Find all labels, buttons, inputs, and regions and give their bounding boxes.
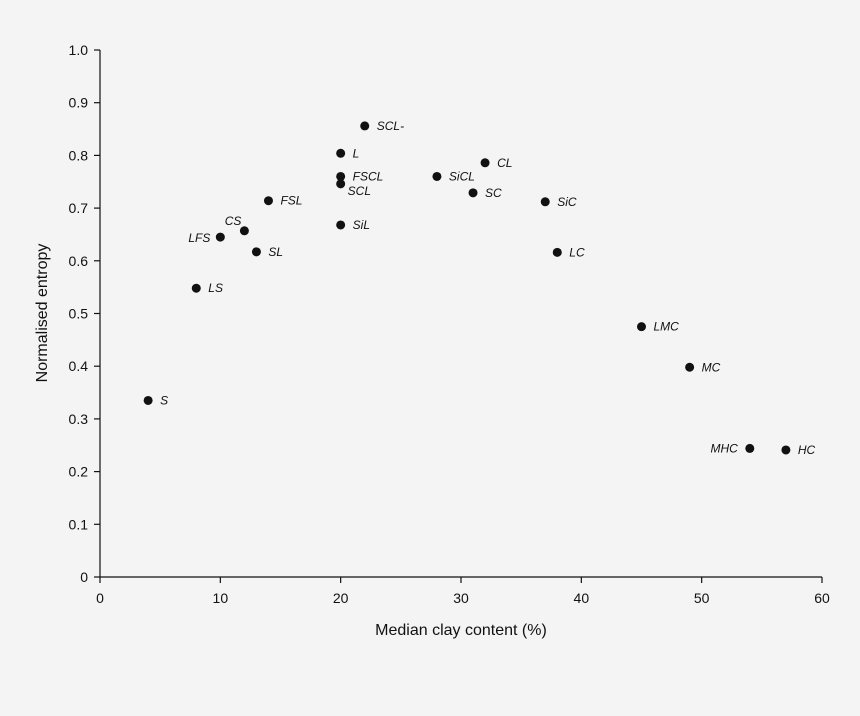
y-tick-label: 0.6 xyxy=(69,253,89,269)
data-point xyxy=(336,179,346,189)
x-tick-label: 10 xyxy=(213,590,229,606)
data-point xyxy=(745,443,755,453)
data-point xyxy=(336,148,346,158)
data-point xyxy=(336,220,346,230)
point-label: MHC xyxy=(710,441,738,455)
y-tick-label: 0.1 xyxy=(69,516,89,532)
data-point xyxy=(251,247,261,257)
data-point xyxy=(432,171,442,181)
data-point xyxy=(143,395,153,405)
data-point xyxy=(191,283,201,293)
x-tick-label: 30 xyxy=(453,590,469,606)
y-tick-label: 1.0 xyxy=(69,42,89,58)
y-tick-label: 0.3 xyxy=(69,411,89,427)
y-tick-label: 0.5 xyxy=(69,306,89,322)
point-label: SiC xyxy=(557,195,577,209)
y-tick-label: 0 xyxy=(80,569,88,585)
x-tick-label: 60 xyxy=(814,590,830,606)
point-label: SiCL xyxy=(449,169,475,183)
point-label: S xyxy=(160,393,168,407)
data-point xyxy=(552,247,562,257)
x-axis: 0 10 20 30 40 50 60 xyxy=(96,576,830,606)
data-point xyxy=(239,226,249,236)
data-point xyxy=(360,121,370,131)
x-tick-label: 50 xyxy=(694,590,710,606)
point-label: SL xyxy=(268,245,283,259)
point-label: SiL xyxy=(353,218,370,232)
data-point xyxy=(480,158,490,168)
y-axis: 0 0.1 0.2 0.3 0.4 0.5 0.6 0.7 0.8 0.9 1.0 xyxy=(69,42,101,585)
data-point xyxy=(468,188,478,198)
data-point xyxy=(215,232,225,242)
point-label: LFS xyxy=(188,231,210,245)
point-label: L xyxy=(353,146,360,160)
y-tick-label: 0.7 xyxy=(69,200,89,216)
point-label: HC xyxy=(798,443,816,457)
data-point xyxy=(263,196,273,206)
data-point xyxy=(336,171,346,181)
y-tick-label: 0.8 xyxy=(69,147,89,163)
point-label: CS xyxy=(225,214,242,228)
x-tick-label: 0 xyxy=(96,590,104,606)
x-axis-title: Median clay content (%) xyxy=(375,622,547,639)
x-tick-label: 20 xyxy=(333,590,349,606)
data-point xyxy=(685,362,695,372)
point-label: FSCL xyxy=(353,169,384,183)
point-label: FSL xyxy=(280,194,302,208)
point-label: LMC xyxy=(654,320,680,334)
data-point xyxy=(781,445,791,455)
y-axis-title: Normalised entropy xyxy=(34,244,51,383)
data-point xyxy=(637,322,646,332)
x-tick-label: 40 xyxy=(574,590,590,606)
point-label: SC xyxy=(485,186,502,200)
y-tick-label: 0.4 xyxy=(69,358,89,374)
point-label: SCL- xyxy=(377,119,404,133)
y-tick-label: 0.9 xyxy=(69,95,89,111)
point-label: LS xyxy=(208,281,223,295)
point-label: MC xyxy=(702,360,721,374)
point-label: LC xyxy=(569,245,585,259)
point-label: SCL xyxy=(348,184,371,198)
y-tick-label: 0.2 xyxy=(69,464,89,480)
data-point xyxy=(540,197,550,207)
point-label: CL xyxy=(497,156,512,170)
